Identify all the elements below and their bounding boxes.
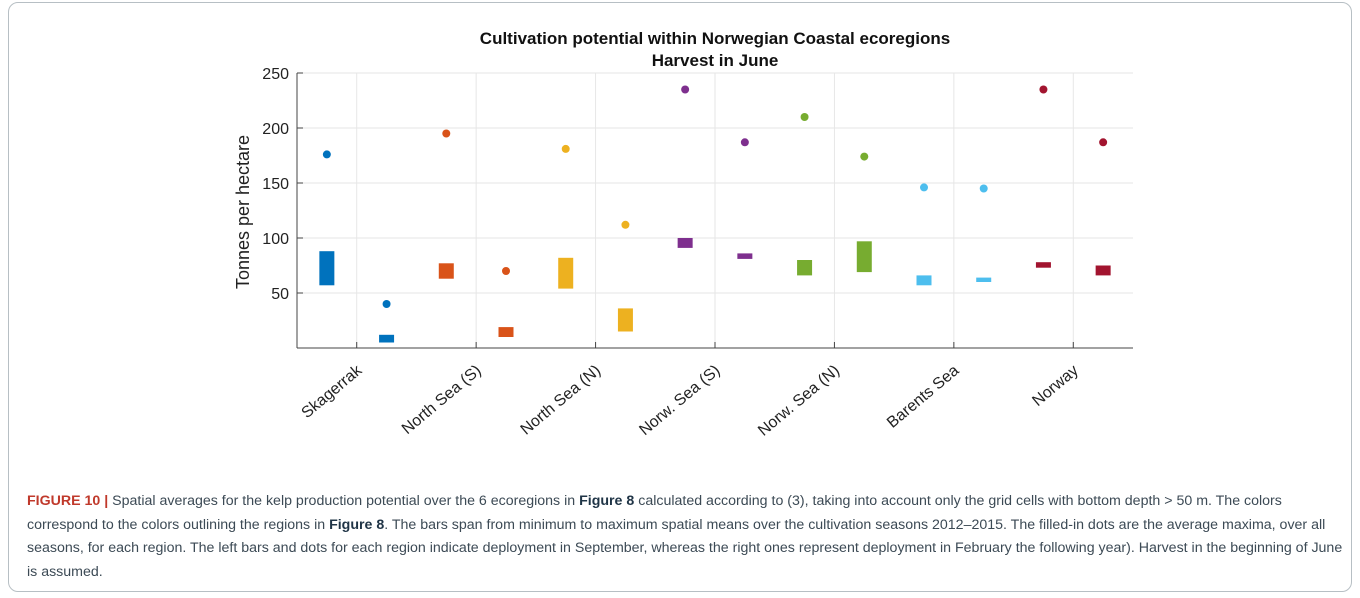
max-dot xyxy=(800,113,809,121)
y-tick-label: 150 xyxy=(262,176,289,193)
max-dot xyxy=(502,267,510,275)
caption-figure-ref: Figure 8 xyxy=(329,516,385,533)
max-dot xyxy=(322,150,331,159)
chart-subtitle: Harvest in June xyxy=(652,51,779,70)
x-tick-label: Skagerrak xyxy=(298,361,366,422)
max-dot xyxy=(1099,138,1108,147)
grid-layer xyxy=(297,72,1133,348)
axes-layer: 50 100 150 200 250 Skagerrak North Sea (S) Nort… xyxy=(262,66,1133,440)
caption-body: Spatial averages for the kelp production… xyxy=(27,493,1342,580)
x-tick-label: Norw. Sea (N) xyxy=(755,362,843,440)
max-dot xyxy=(561,144,570,153)
range-bar xyxy=(617,308,633,332)
y-axis-label: Tonnes per hectare xyxy=(233,135,253,289)
max-dot xyxy=(920,183,928,192)
range-bar xyxy=(1035,262,1051,268)
range-bar xyxy=(379,334,395,343)
caption-text: Spatial averages for the kelp production… xyxy=(108,493,580,509)
range-bar xyxy=(319,251,335,286)
y-tick-label: 200 xyxy=(262,121,289,138)
max-dot xyxy=(681,85,690,94)
max-dot xyxy=(860,152,869,161)
x-tick-label: Norw. Sea (S) xyxy=(636,362,723,439)
range-bar xyxy=(737,253,753,259)
range-bar xyxy=(856,241,872,273)
figure-frame: 50 100 150 200 250 Skagerrak North Sea (S) Nort… xyxy=(8,2,1352,592)
max-dot xyxy=(740,138,749,147)
x-tick-label: Norway xyxy=(1029,362,1081,410)
range-bar xyxy=(1095,265,1111,276)
range-bar xyxy=(976,277,992,282)
caption-figure-ref: Figure 8 xyxy=(579,493,635,509)
range-bar xyxy=(438,263,454,279)
caption-text: . The bars span from minimum to maximum … xyxy=(27,516,1343,580)
y-tick-label: 100 xyxy=(262,231,289,248)
caption-label: FIGURE 10 | xyxy=(27,493,109,509)
range-bar xyxy=(916,275,932,286)
y-tick-label: 250 xyxy=(262,66,289,83)
marks-layer xyxy=(319,85,1111,343)
max-dot xyxy=(442,129,451,138)
max-dot xyxy=(382,300,391,308)
y-tick-label: 50 xyxy=(271,286,289,303)
chart-title: Cultivation potential within Norwegian C… xyxy=(480,29,950,48)
x-tick-label: North Sea (S) xyxy=(399,362,485,438)
range-bar xyxy=(797,260,813,276)
max-dot xyxy=(1039,85,1048,94)
caption-text: calculated according to (3), taking into… xyxy=(27,493,1282,533)
range-bar xyxy=(677,238,693,248)
range-bar xyxy=(558,257,574,289)
max-dot xyxy=(621,220,630,229)
figure-caption: FIGURE 10 | Spatial averages for the kel… xyxy=(27,490,1352,584)
max-dot xyxy=(979,184,988,193)
chart: 50 100 150 200 250 Skagerrak North Sea (S) Nort… xyxy=(233,29,1133,440)
x-tick-label: Barents Sea xyxy=(884,362,962,432)
range-bar xyxy=(498,327,514,337)
x-tick-label: North Sea (N) xyxy=(518,362,605,438)
